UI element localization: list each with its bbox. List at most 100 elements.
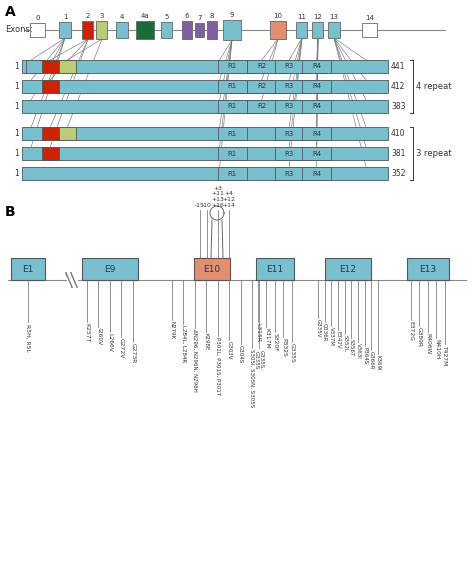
Bar	[302, 100, 331, 113]
Bar	[59, 127, 76, 140]
Bar	[22, 80, 388, 93]
Bar	[207, 21, 217, 39]
Text: 3: 3	[100, 13, 104, 19]
Bar	[26, 60, 42, 73]
Text: R4: R4	[312, 64, 321, 69]
Text: R406W: R406W	[426, 333, 430, 354]
Bar	[223, 20, 241, 40]
Text: 12: 12	[314, 14, 322, 20]
Bar	[274, 100, 304, 113]
Text: R4: R4	[312, 84, 321, 89]
Text: 4a: 4a	[141, 13, 149, 19]
Bar	[116, 22, 128, 38]
Text: V337M: V337M	[329, 327, 334, 346]
Text: 410: 410	[391, 129, 405, 138]
Text: G272V: G272V	[119, 338, 124, 359]
Text: 11: 11	[298, 14, 307, 20]
Text: Exons:: Exons:	[5, 26, 33, 34]
Text: R3: R3	[284, 103, 294, 110]
Text: 1: 1	[14, 149, 19, 158]
Text: L284L, L284R: L284L, L284R	[181, 325, 186, 362]
Bar	[247, 100, 276, 113]
Bar	[302, 127, 331, 140]
Bar	[297, 22, 308, 38]
Text: 4 repeat: 4 repeat	[416, 82, 452, 91]
Bar	[97, 21, 108, 39]
Bar	[363, 23, 377, 37]
Text: 1: 1	[14, 129, 19, 138]
Text: E12: E12	[339, 265, 356, 273]
Bar	[247, 80, 276, 93]
Bar	[194, 258, 230, 280]
Text: T427M: T427M	[443, 345, 447, 366]
Text: S305I, S305N, S305S: S305I, S305N, S305S	[249, 349, 255, 407]
Bar	[218, 100, 247, 113]
Text: 1: 1	[14, 82, 19, 91]
Text: R4: R4	[312, 130, 321, 137]
Text: Q336R: Q336R	[322, 323, 327, 342]
Text: -10: -10	[202, 203, 212, 208]
Text: 352: 352	[391, 169, 405, 178]
Text: R3: R3	[284, 171, 294, 176]
Text: R4: R4	[312, 171, 321, 176]
Bar	[22, 127, 388, 140]
Text: G335V: G335V	[316, 319, 320, 338]
Bar	[11, 258, 45, 280]
Text: R3: R3	[284, 64, 294, 69]
Text: 3 repeat: 3 repeat	[416, 149, 452, 158]
Bar	[302, 147, 331, 160]
Bar	[218, 127, 247, 140]
Text: 1: 1	[63, 14, 67, 20]
Bar	[22, 147, 388, 160]
Bar	[218, 147, 247, 160]
Text: K257T: K257T	[84, 323, 90, 342]
Bar	[218, 60, 247, 73]
Text: +4
+12
+14: +4 +12 +14	[223, 192, 236, 208]
Text: G303V: G303V	[227, 341, 232, 360]
Text: P364S: P364S	[362, 347, 367, 364]
Text: 1: 1	[14, 169, 19, 178]
Text: E9: E9	[104, 265, 116, 273]
Text: R2: R2	[257, 64, 266, 69]
Text: R4: R4	[312, 151, 321, 157]
Text: R1: R1	[228, 130, 237, 137]
Bar	[22, 100, 388, 113]
Text: 9: 9	[230, 12, 234, 18]
Text: 13: 13	[329, 14, 338, 20]
Text: N410H: N410H	[434, 339, 439, 359]
Bar	[302, 60, 331, 73]
Text: E13: E13	[419, 265, 437, 273]
Text: 383: 383	[391, 102, 405, 111]
Text: E1: E1	[22, 265, 34, 273]
Bar	[195, 23, 204, 37]
Text: 8: 8	[210, 13, 214, 19]
Text: 0: 0	[36, 15, 40, 21]
Text: R1: R1	[228, 151, 237, 157]
Bar	[256, 258, 294, 280]
Text: G335S,
G335S: G335S, G335S	[254, 350, 264, 370]
Text: L266V: L266V	[108, 333, 112, 352]
Text: R1: R1	[228, 64, 237, 69]
Text: L315R: L315R	[255, 323, 261, 342]
Bar	[274, 127, 304, 140]
Text: V363I: V363I	[356, 343, 361, 359]
Bar	[42, 80, 59, 93]
Text: R1: R1	[228, 103, 237, 110]
Bar	[82, 21, 93, 39]
Text: ΔN296, N296N, N296H: ΔN296, N296N, N296H	[192, 329, 197, 392]
Text: I260V: I260V	[96, 328, 101, 345]
Text: R1: R1	[228, 171, 237, 176]
Text: E11: E11	[266, 265, 283, 273]
Bar	[30, 23, 46, 37]
Bar	[328, 22, 340, 38]
Bar	[42, 147, 59, 160]
Bar	[407, 258, 449, 280]
Text: +3
+11
+13
+16: +3 +11 +13 +16	[211, 186, 224, 208]
Text: R3: R3	[284, 130, 294, 137]
Text: 1: 1	[14, 62, 19, 71]
Text: 381: 381	[391, 149, 405, 158]
Bar	[42, 60, 59, 73]
Text: E372G: E372G	[409, 321, 413, 341]
Text: K369I: K369I	[375, 355, 381, 371]
Text: K317M: K317M	[264, 328, 269, 349]
